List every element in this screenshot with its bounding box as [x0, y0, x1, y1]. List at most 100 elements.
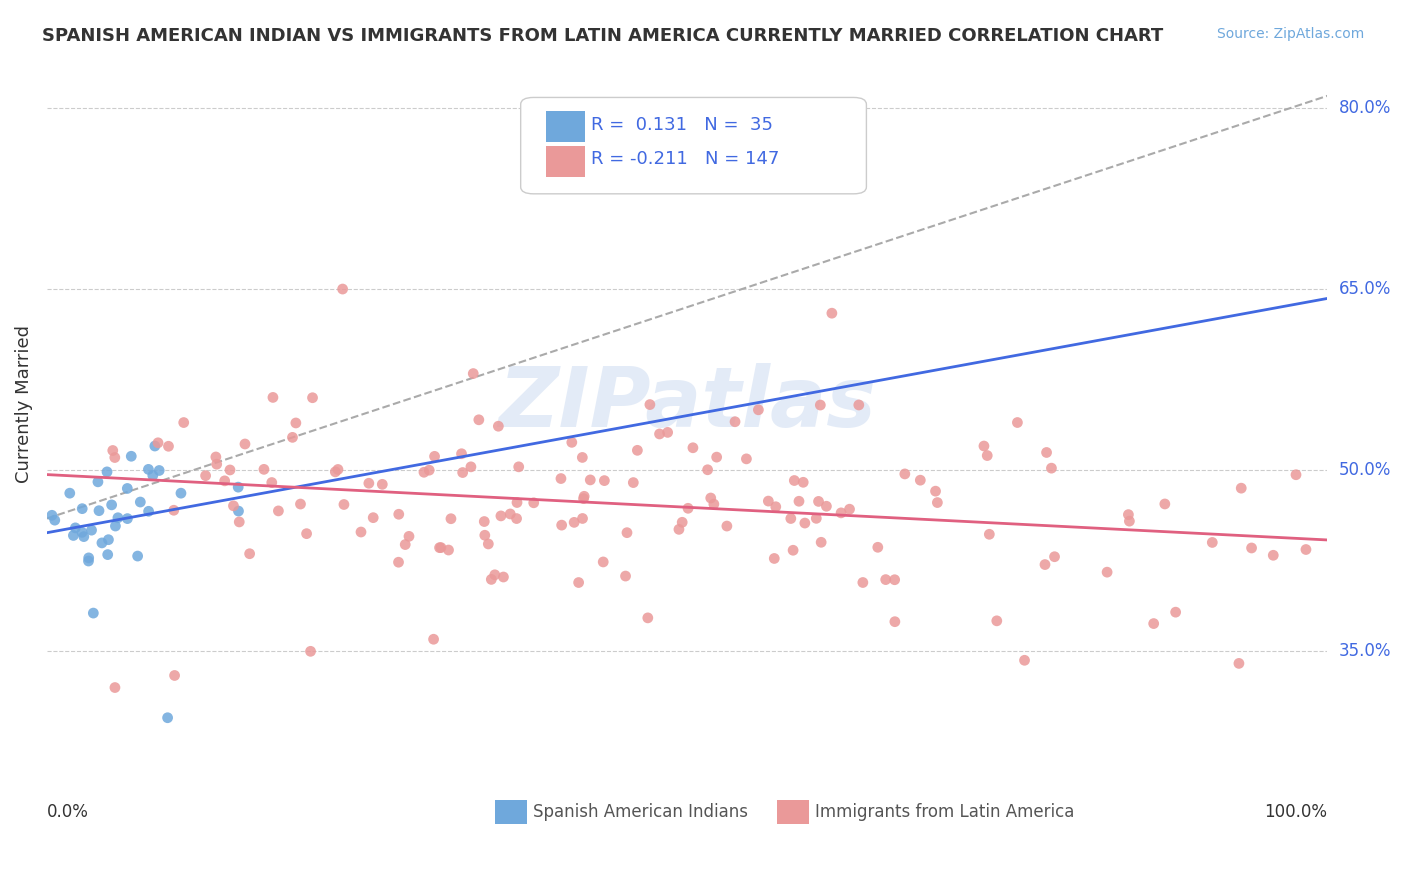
Point: [637, 611, 659, 625]
Point: [97, 548, 120, 562]
Point: [1033, 558, 1056, 572]
Point: [505, 511, 527, 525]
Point: [299, 644, 322, 658]
Point: [910, 473, 932, 487]
Text: 0.0%: 0.0%: [46, 803, 89, 821]
Point: [1040, 461, 1063, 475]
Point: [1153, 497, 1175, 511]
Point: [866, 541, 889, 555]
Point: [323, 465, 346, 479]
Point: [700, 491, 723, 505]
Point: [735, 451, 758, 466]
Point: [148, 463, 170, 477]
Point: [806, 511, 828, 525]
Point: [1035, 445, 1057, 459]
Point: [616, 525, 638, 540]
Point: [621, 475, 644, 490]
Point: [648, 426, 671, 441]
Point: [572, 489, 595, 503]
Point: [87, 504, 110, 518]
Point: [1227, 657, 1250, 671]
Point: [1230, 481, 1253, 495]
Point: [807, 494, 830, 508]
Text: Immigrants from Latin America: Immigrants from Latin America: [815, 803, 1074, 821]
Point: [579, 473, 602, 487]
FancyBboxPatch shape: [520, 97, 866, 194]
Point: [371, 477, 394, 491]
Point: [260, 475, 283, 490]
Point: [104, 681, 127, 695]
Point: [143, 439, 166, 453]
Point: [1043, 549, 1066, 564]
Point: [117, 482, 139, 496]
Point: [1295, 542, 1317, 557]
Text: 80.0%: 80.0%: [1339, 99, 1391, 117]
Point: [163, 668, 186, 682]
Point: [468, 413, 491, 427]
Point: [668, 522, 690, 536]
Point: [815, 500, 838, 514]
Point: [233, 437, 256, 451]
Point: [508, 459, 530, 474]
Text: Spanish American Indians: Spanish American Indians: [533, 803, 748, 821]
Point: [1007, 416, 1029, 430]
Point: [460, 459, 482, 474]
Point: [281, 430, 304, 444]
Point: [226, 480, 249, 494]
Point: [793, 516, 815, 530]
Point: [429, 541, 451, 555]
Point: [214, 474, 236, 488]
Point: [657, 425, 679, 440]
Point: [138, 462, 160, 476]
FancyBboxPatch shape: [495, 799, 527, 823]
Point: [792, 475, 814, 490]
Point: [97, 533, 120, 547]
Point: [484, 567, 506, 582]
Point: [973, 439, 995, 453]
Point: [979, 527, 1001, 541]
Point: [763, 551, 786, 566]
Point: [550, 518, 572, 533]
Point: [1118, 514, 1140, 528]
Point: [682, 441, 704, 455]
Point: [437, 543, 460, 558]
Point: [101, 443, 124, 458]
Point: [222, 499, 245, 513]
Point: [486, 419, 509, 434]
Point: [413, 465, 436, 479]
Point: [506, 495, 529, 509]
Point: [228, 504, 250, 518]
Point: [451, 466, 474, 480]
Point: [262, 391, 284, 405]
Text: 65.0%: 65.0%: [1339, 280, 1391, 298]
Point: [77, 554, 100, 568]
Point: [976, 449, 998, 463]
Point: [561, 435, 583, 450]
Point: [228, 515, 250, 529]
Point: [676, 501, 699, 516]
Point: [361, 510, 384, 524]
FancyBboxPatch shape: [547, 112, 585, 142]
Point: [1164, 605, 1187, 619]
Point: [787, 494, 810, 508]
Point: [82, 606, 104, 620]
Point: [387, 555, 409, 569]
Point: [96, 465, 118, 479]
Point: [129, 495, 152, 509]
Point: [830, 506, 852, 520]
Text: Source: ZipAtlas.com: Source: ZipAtlas.com: [1216, 27, 1364, 41]
Point: [87, 475, 110, 489]
Point: [1118, 508, 1140, 522]
Point: [357, 476, 380, 491]
Point: [562, 516, 585, 530]
Point: [924, 484, 946, 499]
Point: [782, 543, 804, 558]
Point: [779, 511, 801, 525]
Point: [450, 447, 472, 461]
Point: [100, 498, 122, 512]
Point: [986, 614, 1008, 628]
Point: [571, 450, 593, 465]
Point: [1095, 565, 1118, 579]
Point: [927, 495, 949, 509]
Point: [626, 443, 648, 458]
